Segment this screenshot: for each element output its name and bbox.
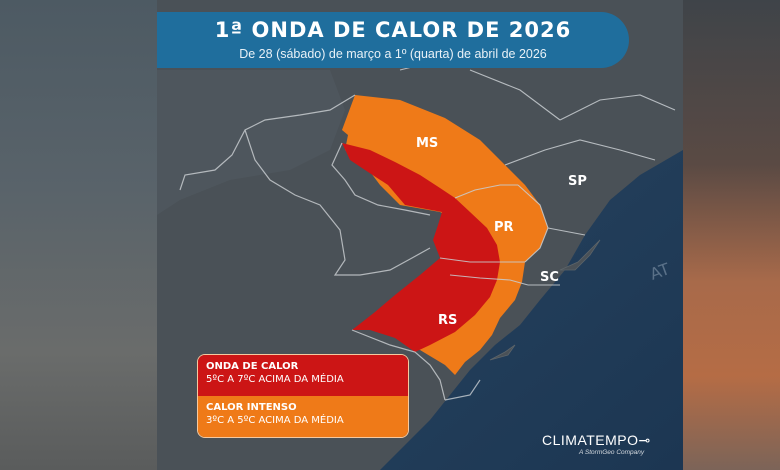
blurred-side-right (683, 0, 780, 470)
brand-tagline: A StormGeo Company (579, 449, 645, 456)
country-borders (179, 94, 481, 401)
brand-logo: CLIMATEMPO⊸ (542, 432, 651, 449)
state-label-sc: SC (540, 270, 559, 285)
state-label-rs: RS (438, 313, 458, 328)
legend-intense-desc: 3ºC A 5ºC ACIMA DA MÉDIA (206, 415, 344, 426)
land-highlight (157, 70, 345, 215)
legend-intense-title: CALOR INTENSO (206, 402, 297, 413)
heat-wave-region (342, 143, 500, 352)
brand-arrow-icon: ⊸ (638, 432, 651, 448)
legend-intense-heat: CALOR INTENSO 3ºC A 5ºC ACIMA DA MÉDIA (198, 396, 408, 437)
title-banner: 1ª ONDA DE CALOR DE 2026 De 28 (sábado) … (157, 12, 629, 68)
page-subtitle: De 28 (sábado) de março a 1º (quarta) de… (239, 47, 547, 61)
page-title: 1ª ONDA DE CALOR DE 2026 (214, 18, 572, 42)
legend-heat-wave-desc: 5ºC A 7ºC ACIMA DA MÉDIA (206, 374, 344, 385)
state-label-pr: PR (494, 220, 514, 235)
map-legend: ONDA DE CALOR 5ºC A 7ºC ACIMA DA MÉDIA C… (197, 354, 409, 438)
brand-name: CLIMATEMPO (542, 432, 639, 448)
state-borders (399, 59, 676, 286)
legend-heat-wave: ONDA DE CALOR 5ºC A 7ºC ACIMA DA MÉDIA (198, 355, 408, 396)
state-label-ms: MS (416, 136, 439, 151)
blurred-side-left (0, 0, 157, 470)
coast-detail (489, 239, 601, 361)
state-label-sp: SP (568, 174, 587, 189)
legend-heat-wave-title: ONDA DE CALOR (206, 361, 299, 372)
